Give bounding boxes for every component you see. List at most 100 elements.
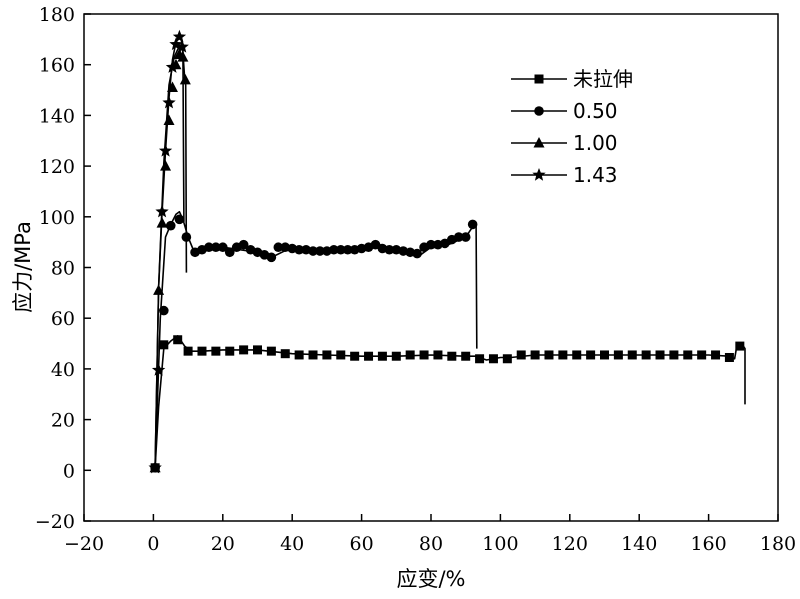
data-point-square [627,350,637,360]
x-tick-label: 60 [350,533,374,555]
data-point-square [461,351,471,361]
data-point-square [364,351,374,361]
series-star [148,29,189,474]
data-point-circle [273,242,284,253]
series-square [150,335,746,473]
data-point-square [735,341,745,351]
data-point-circle [204,242,214,253]
data-point-square [350,351,360,361]
data-point-circle [159,305,169,316]
x-tick-label: 40 [280,533,304,555]
series-layer [148,29,746,474]
data-point-square [447,351,457,361]
data-point-square [266,346,276,356]
data-point-square [572,350,582,360]
data-point-square [516,350,526,360]
data-point-square [211,346,221,356]
data-point-square [683,350,693,360]
data-point-circle [460,232,471,242]
data-point-square [544,350,554,360]
x-tick-label: 180 [760,533,796,555]
data-point-circle [335,244,346,255]
x-tick-label: 20 [211,533,235,555]
data-point-star [165,60,180,73]
legend-item: 0.50 [511,99,618,123]
x-tick-label: 80 [419,533,443,555]
data-point-star [169,37,183,51]
data-point-star [148,460,162,474]
data-point-square [697,350,707,360]
data-point-circle [211,242,221,253]
data-point-star [162,95,176,109]
y-tick-label: 20 [51,410,75,432]
data-point-square [530,350,540,360]
y-axis-label: 应力/MPa [11,221,35,313]
x-tick-label: 100 [482,533,518,555]
y-tick-label: 160 [39,55,75,77]
data-point-circle [342,244,353,255]
x-tick-label: 120 [552,533,588,555]
data-point-square [294,350,304,360]
y-tick-label: −20 [35,511,75,533]
series-circle [150,210,478,473]
legend-label: 1.43 [573,163,618,187]
y-tick-label: 40 [51,359,75,381]
data-point-triangle [160,160,172,171]
data-point-circle [426,239,436,250]
legend-label: 0.50 [573,99,618,123]
data-point-square [377,351,387,361]
data-point-circle [315,246,325,256]
y-tick-label: 0 [63,460,75,482]
data-point-square [405,350,415,360]
data-point-square [488,354,498,364]
y-tick-label: 80 [51,258,75,280]
data-point-square [183,346,193,356]
plot-frame [83,13,779,522]
data-point-square [280,349,290,359]
data-point-star [151,363,166,376]
data-point-square [336,350,346,360]
legend-item: 1.00 [511,131,618,155]
data-point-square [655,350,665,360]
legend-marker-triangle [533,137,545,148]
x-tick-label: −20 [64,533,104,555]
data-point-square [225,346,235,356]
data-point-square [711,350,721,360]
data-point-circle [294,244,304,255]
data-point-square [475,354,485,364]
data-point-square [641,350,651,360]
data-point-circle [218,242,228,253]
y-tick-label: 180 [39,4,75,26]
legend-item: 1.43 [511,163,618,187]
data-point-square [159,340,169,350]
data-point-square [613,350,623,360]
data-point-star [155,204,169,218]
legend-marker-circle [534,106,544,116]
data-point-circle [453,232,464,242]
y-tick-label: 120 [39,156,75,178]
data-point-square [433,350,443,360]
data-point-square [600,350,609,360]
y-tick-label: 60 [51,308,75,330]
y-tick-label: 100 [39,207,75,229]
data-point-square [322,350,332,360]
data-point-square [173,335,183,345]
data-point-square [669,350,679,360]
data-point-circle [412,248,422,259]
data-point-square [197,346,207,356]
legend-marker-square [534,74,544,84]
x-tick-label: 160 [690,533,726,555]
data-point-star [158,143,173,157]
data-point-circle [308,246,318,256]
legend-item: 未拉伸 [511,67,633,91]
data-point-square [502,354,512,364]
data-point-square [724,352,734,362]
data-point-star [175,40,189,53]
data-point-circle [467,219,478,230]
legend-label: 1.00 [573,131,618,155]
data-point-circle [174,214,185,225]
data-point-square [253,345,262,355]
axis-ticks: −20 0 20 40 60 80 100 120 140 160 180 −20 0 20 40 60 80 1… [35,4,796,555]
x-axis-label: 应变/% [396,567,465,591]
